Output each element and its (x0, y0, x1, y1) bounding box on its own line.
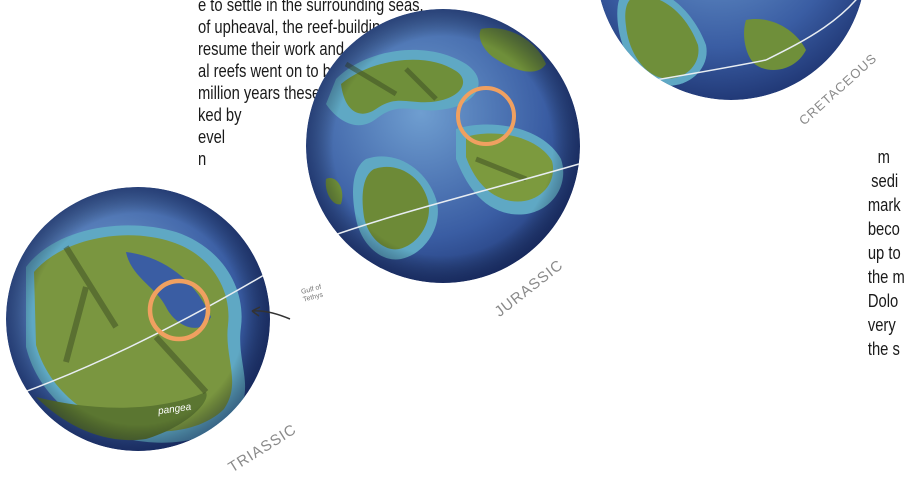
jurassic-globe (306, 9, 580, 283)
text-line: of upheaval, the reef-building (198, 17, 389, 37)
jurassic-highlight-ring (456, 86, 516, 146)
cretaceous-map-illustration (596, 0, 862, 100)
text-line: ked by (198, 105, 242, 125)
arrow-icon (251, 306, 291, 320)
jurassic-map-illustration (306, 9, 580, 283)
text-line: n (198, 149, 207, 169)
text-line: sedi (871, 171, 899, 191)
text-line: mark (867, 195, 901, 215)
body-text-left: e to settle in the surrounding seas. of … (198, 0, 424, 134)
text-line: the s (867, 339, 900, 359)
triassic-map-illustration (6, 187, 270, 451)
triassic-globe (6, 187, 270, 451)
text-line: very (867, 315, 896, 335)
triassic-highlight-ring (147, 278, 211, 342)
body-text-left-tail: evel n (198, 126, 231, 176)
text-line: beco (867, 219, 900, 239)
text-line: Dolo (867, 291, 899, 311)
body-text-right: m sedi mark beco up to the m Dolo very t… (858, 146, 907, 396)
text-line: resume their work and a new (198, 39, 388, 59)
text-line: m (877, 147, 890, 167)
gulf-of-tethys-label: Gulf of Tethys (300, 283, 324, 304)
text-line: e to settle in the surrounding seas. (198, 0, 424, 15)
text-line: the m (867, 267, 905, 287)
triassic-label: TRIASSIC (225, 420, 300, 477)
cretaceous-globe (596, 0, 866, 100)
text-line: up to (867, 243, 901, 263)
text-line: evel (198, 127, 226, 147)
